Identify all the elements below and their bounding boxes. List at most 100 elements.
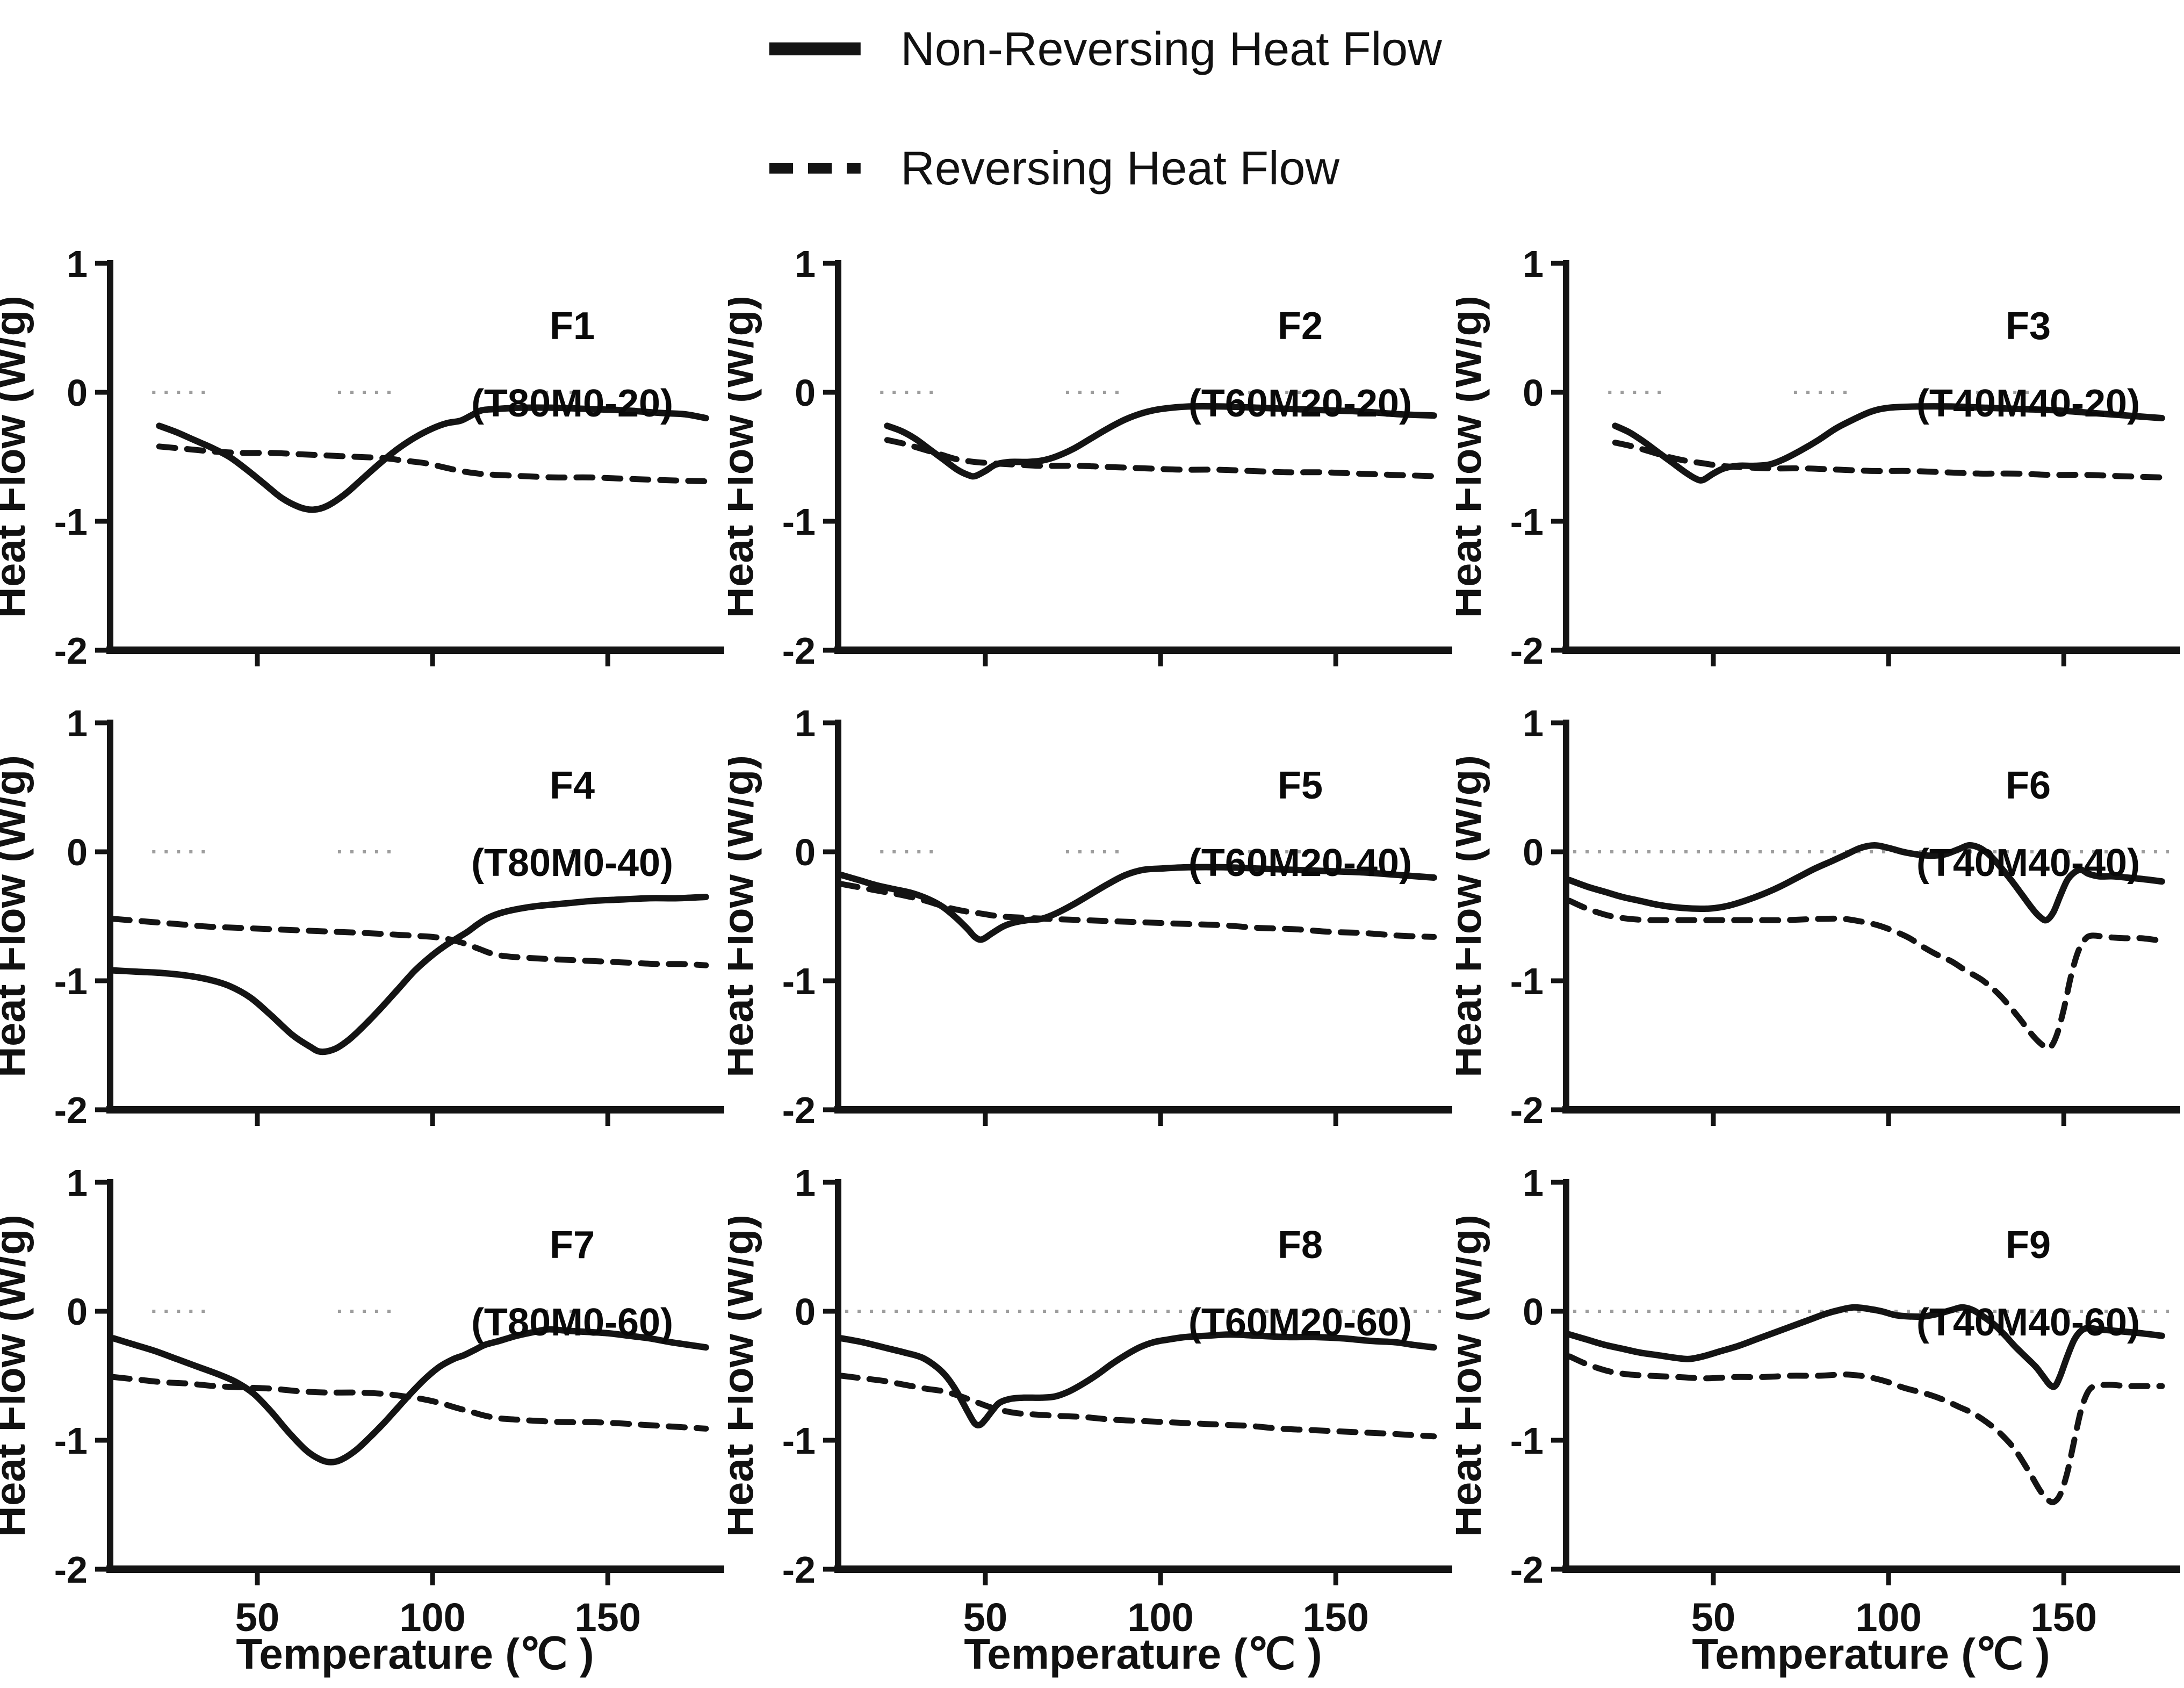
y-tick-label: 1 [67,702,88,744]
chart-sample-label: (T40M40-20) [1916,382,2140,425]
chart-sample-label: (T40M40-60) [1916,1301,2140,1344]
x-axis-title: Temperature (℃ ) [236,1630,594,1678]
f3-reversing-curve [1612,440,2165,480]
legend-label-reversing: Reversing Heat Flow [900,141,1340,195]
y-tick-label: 0 [795,1291,816,1333]
y-tick-label: -1 [1510,960,1544,1002]
chart-title: F9 (T40M40-60) [1824,1206,2184,1361]
f4-plot: 1 0 -1 -2 Heat Flow (W/g) [0,702,724,1131]
y-axis-title: Heat Flow (W/g) [728,296,762,618]
chart-id: F3 [2005,305,2051,348]
chart-sample-label: (T80M0-40) [471,842,674,885]
f3-plot: 1 0 -1 -2 Heat Flow (W/g) [1456,243,2180,672]
y-tick-label: -1 [782,1420,816,1462]
chart-f5: 1 0 -1 -2 Heat Flow (W/g) F5 (T60M20-40) [728,691,1456,1150]
x-tick-label: 100 [399,1595,465,1640]
x-tick-label: 150 [1303,1595,1369,1640]
f8-nonreversing-curve [838,1331,1437,1429]
y-tick-label: 1 [795,243,816,285]
f9-reversing-curve [1567,1353,2165,1505]
y-tick-label: -1 [54,1420,88,1462]
y-tick-label: -2 [1510,630,1544,672]
y-axis-title: Heat Flow (W/g) [1456,1215,1490,1537]
f6-nonreversing-curve [1566,842,2165,924]
dashed-line-icon [769,163,861,174]
y-axis-title: Heat Flow (W/g) [0,1215,34,1537]
y-tick-label: -2 [782,1549,816,1591]
y-tick-label: 1 [67,1162,88,1204]
y-tick-label: 0 [1523,831,1544,873]
chart-id: F7 [549,1224,595,1267]
chart-title: F1 (T80M0-20) [368,288,776,442]
y-tick-label: 0 [67,1291,88,1333]
chart-f4: 1 0 -1 -2 Heat Flow (W/g) F4 (T80M0-40) [0,691,728,1150]
y-tick-label: 0 [67,372,88,414]
charts-grid: 1 0 -1 -2 Heat Flow (W/g) F1 (T80M0-20) 1 0 -1… [0,231,2184,1688]
chart-sample-label: (T40M40-40) [1916,842,2140,885]
y-tick-label: 0 [1523,372,1544,414]
chart-id: F6 [2005,764,2051,807]
chart-sample-label: (T60M20-60) [1188,1301,1412,1344]
f8-plot: 1 0 -1 -2 50 100 150 Heat Flow (W/g) Temperature… [728,1162,1452,1678]
chart-f7: 1 0 -1 -2 50 100 150 Heat Flow (W/g) Temperature… [0,1150,728,1688]
y-tick-label: 0 [795,831,816,873]
chart-id: F1 [549,305,595,348]
y-tick-label: -2 [782,630,816,672]
x-axis-title: Temperature (℃ ) [1692,1630,2050,1678]
y-tick-label: -1 [782,960,816,1002]
legend-item-reversing: Reversing Heat Flow [769,141,1442,196]
x-tick-label: 150 [2031,1595,2097,1640]
chart-title: F3 (T40M40-20) [1824,288,2184,442]
y-tick-label: -2 [54,630,88,672]
y-tick-label: -2 [54,1549,88,1591]
chart-sample-label: (T80M0-20) [471,382,674,425]
legend-item-nonreversing: Non-Reversing Heat Flow [769,21,1442,76]
y-axis-title: Heat Flow (W/g) [0,296,34,618]
f7-nonreversing-curve [110,1326,709,1466]
y-tick-label: -2 [1510,1089,1544,1131]
x-tick-label: 50 [963,1595,1007,1640]
f9-plot: 1 0 -1 -2 50 100 150 Heat Flow (W/g) Temperature… [1456,1162,2180,1678]
f1-reversing-curve [156,443,709,485]
y-tick-label: 1 [795,1162,816,1204]
f4-reversing-curve [111,916,709,968]
chart-title: F6 (T40M40-40) [1824,747,2184,902]
f1-nonreversing-curve [156,404,709,513]
f2-plot: 1 0 -1 -2 Heat Flow (W/g) [728,243,1452,672]
chart-f6: 1 0 -1 -2 Heat Flow (W/g) F6 (T40M40-40) [1456,691,2184,1150]
f5-plot: 1 0 -1 -2 Heat Flow (W/g) [728,702,1452,1131]
chart-title: F8 (T60M20-60) [1096,1206,1504,1361]
y-tick-label: 0 [67,831,88,873]
y-tick-label: 1 [1523,1162,1544,1204]
f5-reversing-curve [839,881,1437,940]
chart-f3: 1 0 -1 -2 Heat Flow (W/g) F3 (T40M40-20) [1456,231,2184,691]
f6-plot: 1 0 -1 -2 Heat Flow (W/g) [1456,702,2180,1131]
chart-id: F2 [1277,305,1323,348]
chart-id: F5 [1277,764,1323,807]
y-tick-label: -1 [54,960,88,1002]
y-tick-label: 1 [1523,702,1544,744]
y-axis-title: Heat Flow (W/g) [1456,755,1490,1078]
f7-plot: 1 0 -1 -2 50 100 150 Heat Flow (W/g) Temperature… [0,1162,724,1678]
chart-sample-label: (T60M20-20) [1188,382,1412,425]
chart-f1: 1 0 -1 -2 Heat Flow (W/g) F1 (T80M0-20) [0,231,728,691]
x-tick-label: 150 [575,1595,641,1640]
chart-id: F8 [1277,1224,1323,1267]
f4-nonreversing-curve [110,894,709,1055]
y-axis-title: Heat Flow (W/g) [728,755,762,1078]
x-tick-label: 50 [235,1595,279,1640]
f6-reversing-curve [1567,897,2165,1052]
y-tick-label: 1 [67,243,88,285]
x-axis-title: Temperature (℃ ) [964,1630,1322,1678]
y-axis-title: Heat Flow (W/g) [728,1215,762,1537]
y-tick-label: 1 [1523,243,1544,285]
x-tick-label: 100 [1127,1595,1193,1640]
y-tick-label: -1 [782,501,816,543]
f2-reversing-curve [884,437,1437,479]
y-tick-label: -1 [1510,1420,1544,1462]
legend-label-nonreversing: Non-Reversing Heat Flow [900,22,1442,75]
chart-f9: 1 0 -1 -2 50 100 150 Heat Flow (W/g) Temperature… [1456,1150,2184,1688]
chart-f8: 1 0 -1 -2 50 100 150 Heat Flow (W/g) Temperature… [728,1150,1456,1688]
y-axis-title: Heat Flow (W/g) [0,755,34,1078]
f1-plot: 1 0 -1 -2 Heat Flow (W/g) [0,243,724,672]
